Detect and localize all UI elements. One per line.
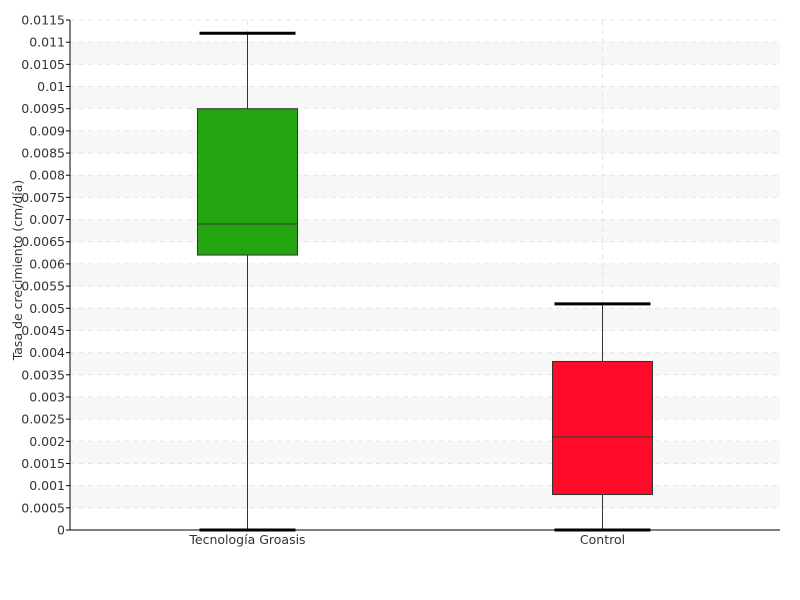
boxes [197,31,653,532]
y-tick-label: 0.0115 [21,13,65,28]
grid-band [70,352,780,375]
y-tick-label: 0.0035 [21,367,65,382]
y-tick-label: 0.003 [29,389,65,404]
y-tick-label: 0.001 [29,478,65,493]
y-tick-label: 0.0005 [21,500,65,515]
y-tick-label: 0 [57,523,65,538]
grid-band [70,130,780,154]
grid-band [70,86,780,109]
y-tick-label: 0.0055 [21,279,65,294]
y-tick-label: 0.0085 [21,146,65,161]
grid-band [70,485,780,508]
box [552,360,653,496]
y-tick-label: 0.01 [37,79,65,94]
y-tick-label: 0.0095 [21,101,65,116]
y-tick-label: 0.0105 [21,57,65,72]
y-axis: 0 0.0005 0.001 0.0015 0.002 0.0025 0.003 0.0035… [21,13,71,538]
y-axis-title: Tasa de crecimiento (cm/día) [10,180,25,362]
grid-band [70,42,780,65]
y-tick-label: 0.0065 [21,234,65,249]
x-category-label: Control [580,532,625,547]
y-tick-label: 0.0045 [21,323,65,338]
x-category-label: Tecnología Groasis [188,532,305,547]
y-tick-label: 0.0075 [21,190,65,205]
grid-band [70,219,780,242]
y-tick-label: 0.0015 [21,456,65,471]
y-tick-label: 0.0025 [21,412,65,427]
grid-band [70,441,780,464]
y-tick-label: 0.005 [29,301,65,316]
y-tick-label: 0.004 [29,345,65,360]
x-axis: Tecnología Groasis Control [70,529,780,547]
box [197,108,298,256]
y-tick-label: 0.006 [29,256,65,271]
y-tick-label: 0.008 [29,168,65,183]
grid-band [70,308,780,331]
grid-bands [70,19,780,509]
grid-band [70,175,780,198]
grid-band [70,396,780,420]
grid-band [70,263,780,287]
y-tick-label: 0.002 [29,434,65,449]
y-tick-label: 0.011 [29,35,65,50]
y-tick-label: 0.007 [29,212,65,227]
y-tick-label: 0.009 [29,123,65,138]
